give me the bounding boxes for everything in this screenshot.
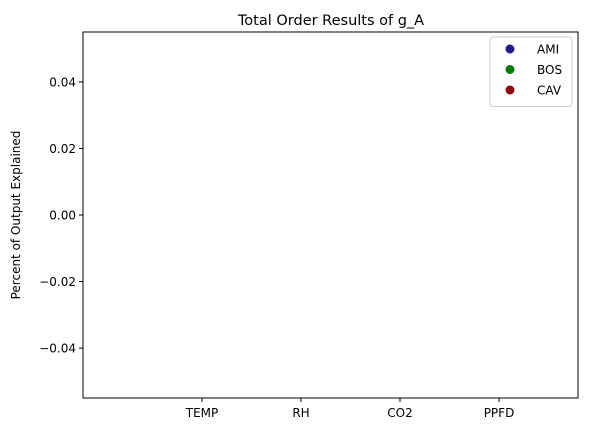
y-tick-label: −0.02 bbox=[39, 275, 76, 289]
x-tick-label: RH bbox=[292, 406, 309, 420]
legend-label: BOS bbox=[537, 63, 562, 77]
y-tick-label: 0.00 bbox=[49, 209, 76, 223]
y-tick-label: 0.02 bbox=[49, 142, 76, 156]
legend-marker bbox=[506, 45, 515, 54]
y-axis-label: Percent of Output Explained bbox=[9, 131, 23, 300]
x-tick-label: TEMP bbox=[185, 406, 219, 420]
y-tick-label: −0.04 bbox=[39, 342, 76, 356]
legend-label: AMI bbox=[537, 43, 559, 57]
x-tick-label: PPFD bbox=[484, 406, 515, 420]
chart-title: Total Order Results of g_A bbox=[237, 13, 424, 29]
legend-label: CAV bbox=[537, 84, 562, 98]
legend: AMI BOS CAV bbox=[490, 37, 572, 107]
legend-marker bbox=[506, 86, 515, 95]
y-tick-label: 0.04 bbox=[49, 75, 76, 89]
x-tick-label: CO2 bbox=[387, 406, 412, 420]
axis-ticks: 0.040.020.00−0.02−0.04TEMPRHCO2PPFDH bbox=[39, 75, 593, 420]
legend-marker bbox=[506, 65, 515, 74]
